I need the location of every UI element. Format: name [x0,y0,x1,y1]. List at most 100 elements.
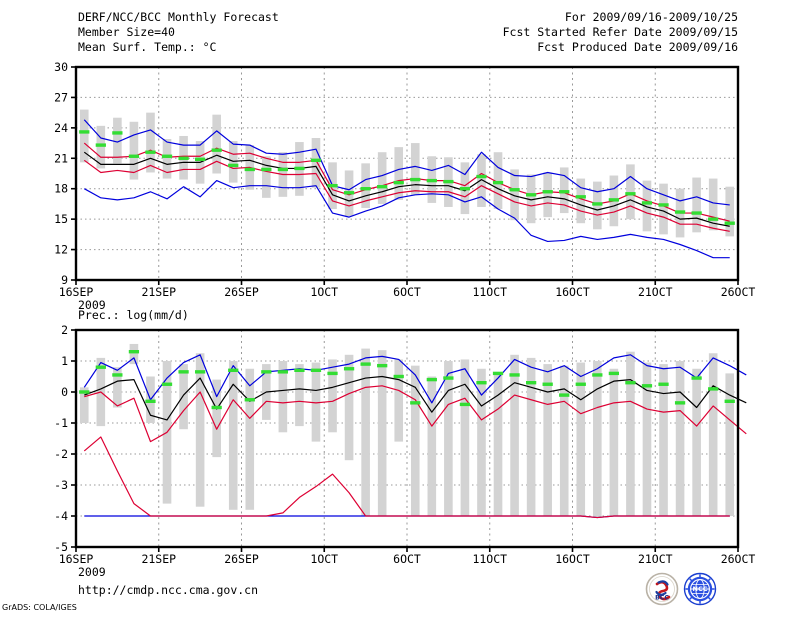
ensemble-range-bar [708,353,718,516]
upper-envelope-blue [83,354,747,404]
x-tick-label: 16OCT [555,285,590,299]
ensemble-range-bar [659,183,668,235]
ensemble-range-bar [692,368,701,516]
y-tick-label: -3 [54,478,68,492]
y-tick-label: 30 [54,60,68,74]
y-tick-label: -2 [54,447,68,461]
x-tick-label: 1OCT [310,285,338,299]
y-tick-label: 1 [61,354,68,368]
ensemble-range-bar [377,152,387,204]
x-axis-year-top: 2009 [78,298,106,312]
ensemble-range-bar [278,361,288,433]
ensemble-range-bar [526,174,536,224]
x-tick-label: 21OCT [638,285,673,299]
ensemble-range-bar [212,379,221,458]
ensemble-range-bar [96,125,106,169]
ensemble-range-bar [113,117,122,164]
ensemble-range-bar [543,172,552,218]
fcst-produced-label: Fcst Produced Date 2009/09/16 [537,40,738,54]
x-tick-label: 21SEP [141,285,176,299]
x-tick-label: 6OCT [393,552,421,566]
ensemble-range-bar [510,354,519,516]
plot-background [76,330,738,547]
ensemble-range-bar [162,139,172,179]
ensemble-range-bar [543,364,552,516]
upper-envelope-blue [83,119,730,206]
ensemble-range-bar [609,368,619,516]
ensemble-range-bar [79,387,89,423]
y-tick-label: 9 [61,273,68,287]
x-tick-label: 21OCT [638,552,673,566]
x-tick-label: 16OCT [555,552,590,566]
ensemble-range-bar [195,353,205,507]
bcc-logo: BCC [645,572,679,606]
x-tick-label: 16SEP [59,552,94,566]
y-tick-label: 18 [54,182,68,196]
x-tick-label: 26OCT [721,552,756,566]
ensemble-range-bar [576,362,586,516]
x-tick-label: 26OCT [721,285,756,299]
x-tick-label: 11OCT [472,552,507,566]
ensemble-range-bar [129,121,139,180]
ensemble-range-bar [212,114,221,174]
temp-panel-title: Mean Surf. Temp.: °C [78,40,217,54]
y-tick-label: 21 [54,151,68,165]
fcst-started-label: Fcst Started Refer Date 2009/09/15 [502,25,738,39]
y-tick-label: 15 [54,212,68,226]
ensemble-range-bar [493,152,503,209]
x-tick-label: 26SEP [224,552,259,566]
svg-text:NCC: NCC [693,585,708,593]
ensemble-range-bar [493,374,503,516]
ensemble-range-bar [559,365,569,516]
ensemble-range-bar [295,364,304,427]
ensemble-range-bar [626,351,635,516]
ensemble-range-bar [79,109,89,163]
ensemble-range-bar [576,178,586,224]
ensemble-mean-black [83,151,730,227]
forecast-period-label: For 2009/09/16-2009/10/25 [564,10,738,24]
x-tick-label: 6OCT [393,285,421,299]
lower-quartile-red [83,436,730,519]
ensemble-mean-black [84,375,747,421]
ensemble-range-bar [593,361,602,518]
ensemble-range-bar [675,361,685,516]
grads-credit: GrADS: COLA/IGES [2,603,77,612]
ensemble-range-bar [510,169,519,221]
lower-envelope-blue [83,180,730,259]
ensemble-range-bar [659,364,668,516]
ensemble-range-bar [394,359,404,442]
ensemble-range-bar [146,112,155,173]
ensemble-range-bar [113,367,122,408]
footer-url[interactable]: http://cmdp.ncc.cma.gov.cn [78,583,259,597]
y-tick-label: -4 [54,509,68,523]
ensemble-range-bar [410,365,420,516]
temperature-plot: 9 12 15 18 21 24 27 30 16SEP 21SEP 26SEP 1OCT 6OCT 11… [54,60,756,299]
x-tick-label: 21SEP [141,552,176,566]
y-tick-label: -1 [54,416,68,430]
ensemble-range-bar [361,348,370,516]
ensemble-range-bar [245,368,255,510]
ncc-logo: NCC [683,572,717,606]
ensemble-range-bar [692,177,701,233]
ensemble-range-bar [444,361,453,516]
y-tick-label: 0 [61,385,68,399]
ensemble-range-bar [394,147,404,200]
y-tick-label: 27 [54,90,68,104]
ensemble-range-bar [377,350,387,516]
ensemble-range-bar [410,143,420,195]
lower-quartile-red [83,159,730,232]
ensemble-range-bar [179,364,188,430]
svg-text:BCC: BCC [655,595,669,602]
ensemble-range-bar [311,362,321,442]
ensemble-range-bar [311,138,321,188]
x-tick-label: 16SEP [59,285,94,299]
upper-quartile-red [83,142,730,222]
x-axis-year-bottom: 2009 [78,565,106,579]
y-tick-label: 2 [61,323,68,337]
x-tick-label: 1OCT [310,552,338,566]
ensemble-range-bar [129,343,139,365]
ensemble-range-bar [460,359,470,516]
chart-title: DERF/NCC/BCC Monthly Forecast [78,10,279,24]
